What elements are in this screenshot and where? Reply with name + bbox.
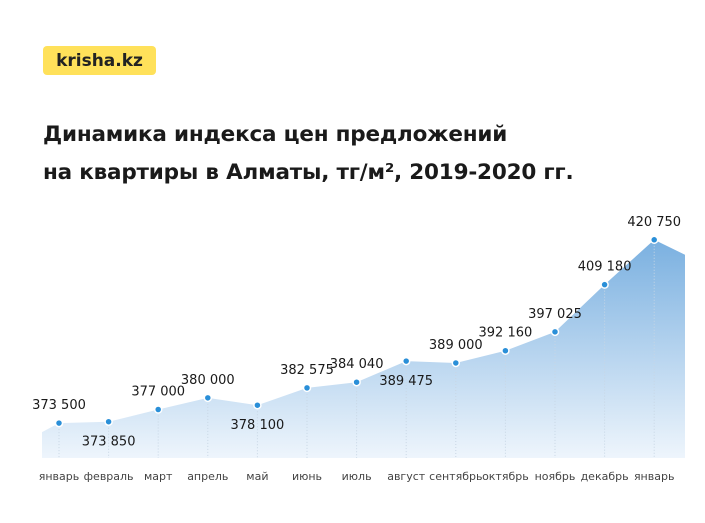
- x-tick-label: апрель: [187, 470, 228, 483]
- data-label: 377 000: [131, 385, 185, 400]
- data-point: [203, 393, 213, 403]
- x-tick-label: январь: [39, 470, 80, 483]
- data-label: 384 040: [330, 357, 384, 372]
- data-point: [649, 235, 659, 245]
- data-label: 389 000: [429, 338, 483, 353]
- krisha-logo: krisha.kz: [43, 46, 156, 75]
- data-label: 389 475: [379, 374, 433, 389]
- data-label: 409 180: [578, 260, 632, 275]
- data-label: 382 575: [280, 363, 334, 378]
- area-fill: [42, 239, 685, 458]
- data-point: [401, 356, 411, 366]
- x-tick-label: ноябрь: [535, 470, 576, 483]
- title-line-1: Динамика индекса цен предложений: [43, 122, 508, 147]
- x-tick-label: октябрь: [482, 470, 529, 483]
- data-point: [54, 418, 64, 428]
- data-point: [352, 377, 361, 387]
- data-label: 378 100: [231, 418, 285, 433]
- data-label: 392 160: [479, 326, 533, 341]
- x-tick-label: май: [246, 470, 268, 483]
- data-point: [600, 280, 609, 289]
- x-tick-label: август: [387, 470, 426, 483]
- data-point: [253, 400, 262, 410]
- x-tick-label: июнь: [292, 470, 322, 483]
- x-tick-label: сентябрь: [429, 470, 482, 483]
- data-point: [153, 405, 163, 414]
- chart-title: Динамика индекса цен предложений на квар…: [43, 116, 574, 192]
- data-point: [302, 383, 312, 393]
- x-tick-label: январь: [634, 470, 675, 483]
- title-line-2: на квартиры в Алматы, тг/м², 2019-2020 г…: [43, 160, 574, 185]
- data-point: [501, 346, 510, 355]
- x-tick-label: февраль: [84, 470, 134, 483]
- x-tick-label: декабрь: [581, 470, 629, 483]
- data-label: 373 850: [82, 435, 136, 450]
- data-label: 380 000: [181, 373, 235, 388]
- x-tick-label: июль: [342, 470, 372, 483]
- data-label: 420 750: [627, 215, 681, 230]
- data-point: [550, 327, 560, 337]
- data-label: 397 025: [528, 307, 582, 322]
- data-label: 373 500: [32, 398, 86, 413]
- data-point: [451, 358, 461, 368]
- x-tick-label: март: [144, 470, 173, 483]
- data-point: [104, 417, 113, 426]
